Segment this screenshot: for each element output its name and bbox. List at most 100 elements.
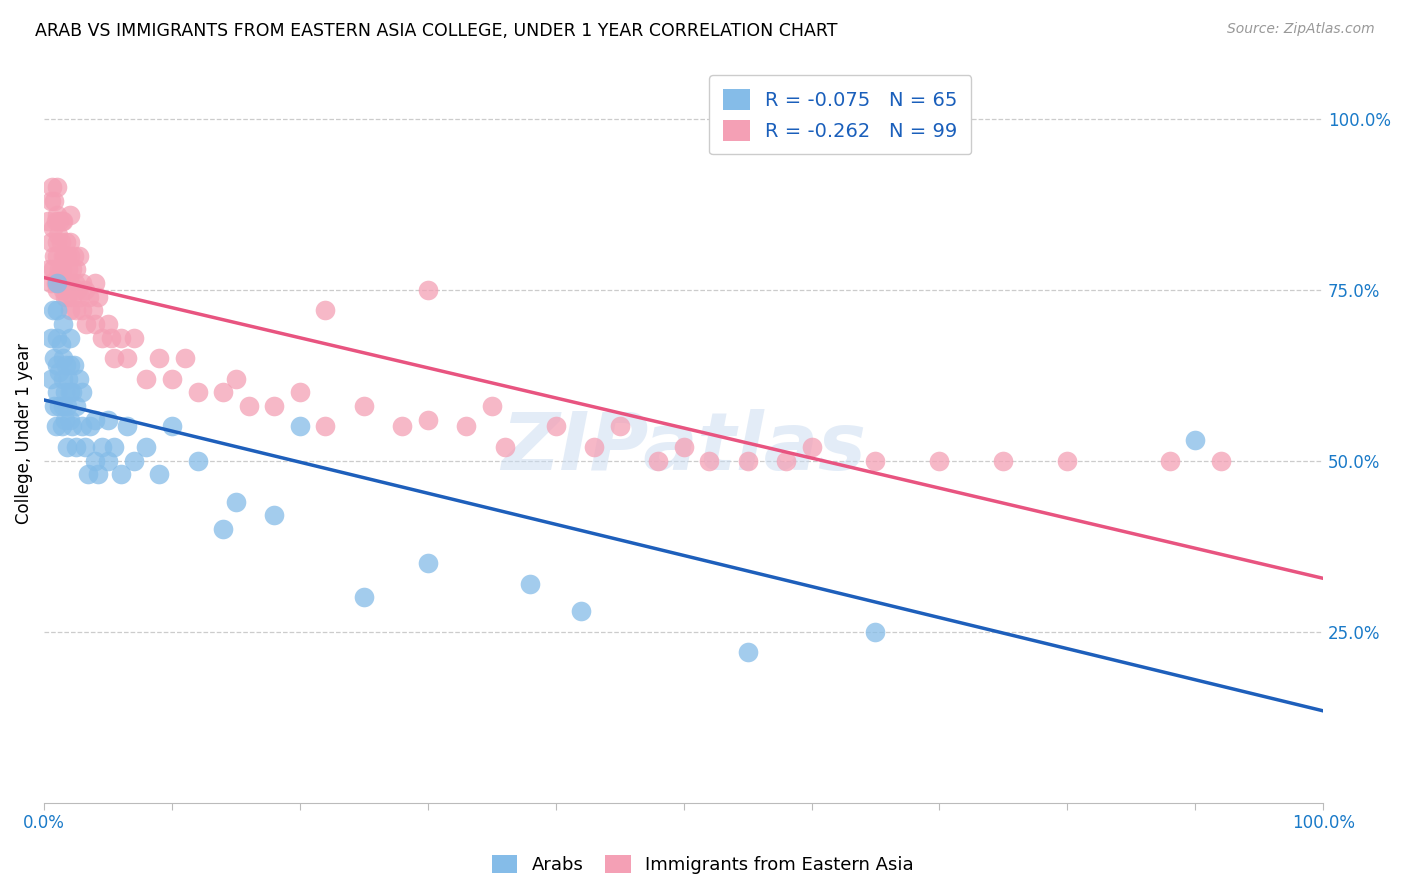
Point <box>212 385 235 400</box>
Point <box>59 235 82 249</box>
Point <box>82 303 104 318</box>
Point <box>737 453 759 467</box>
Point <box>59 248 82 262</box>
Point <box>53 385 76 400</box>
Point <box>45 276 67 290</box>
Point <box>39 371 62 385</box>
Point <box>56 440 79 454</box>
Point <box>865 453 887 467</box>
Text: ZIPatlas: ZIPatlas <box>501 409 866 487</box>
Point <box>52 248 75 262</box>
Point <box>53 289 76 303</box>
Point <box>52 317 75 331</box>
Point <box>173 351 195 365</box>
Point <box>1056 453 1078 467</box>
Point <box>72 385 94 400</box>
Point <box>416 556 439 570</box>
Point <box>110 330 132 344</box>
Point <box>45 180 67 194</box>
Point <box>103 440 125 454</box>
Point <box>58 262 80 277</box>
Point <box>45 207 67 221</box>
Legend: Arabs, Immigrants from Eastern Asia: Arabs, Immigrants from Eastern Asia <box>484 846 922 883</box>
Point <box>59 303 82 318</box>
Point <box>59 330 82 344</box>
Point <box>87 467 110 482</box>
Point <box>45 358 67 372</box>
Point <box>865 624 887 639</box>
Point <box>569 604 592 618</box>
Point <box>315 303 337 318</box>
Point <box>56 399 79 413</box>
Point <box>45 283 67 297</box>
Point <box>60 385 83 400</box>
Point <box>48 214 70 228</box>
Point <box>52 214 75 228</box>
Point <box>38 262 60 277</box>
Point <box>67 248 90 262</box>
Point <box>52 283 75 297</box>
Point <box>84 276 107 290</box>
Point <box>60 289 83 303</box>
Point <box>73 283 96 297</box>
Point <box>97 453 120 467</box>
Point <box>288 385 311 400</box>
Point <box>135 440 157 454</box>
Point <box>391 419 413 434</box>
Point <box>315 419 337 434</box>
Point <box>66 283 89 297</box>
Point <box>1209 453 1232 467</box>
Point <box>69 289 91 303</box>
Point <box>122 453 145 467</box>
Point <box>90 330 112 344</box>
Point <box>416 283 439 297</box>
Point <box>87 289 110 303</box>
Point <box>77 289 100 303</box>
Point <box>45 419 67 434</box>
Point <box>353 591 375 605</box>
Point <box>45 214 67 228</box>
Point <box>225 371 247 385</box>
Point <box>90 440 112 454</box>
Point <box>56 289 79 303</box>
Point <box>48 365 70 379</box>
Point <box>72 276 94 290</box>
Point <box>39 235 62 249</box>
Point <box>481 399 503 413</box>
Point <box>45 248 67 262</box>
Point <box>160 371 183 385</box>
Point <box>110 467 132 482</box>
Point <box>148 351 170 365</box>
Point <box>288 419 311 434</box>
Point <box>53 248 76 262</box>
Point <box>48 399 70 413</box>
Point <box>51 214 73 228</box>
Point <box>65 303 87 318</box>
Point <box>42 221 65 235</box>
Point <box>39 330 62 344</box>
Point <box>122 330 145 344</box>
Point <box>51 419 73 434</box>
Point <box>135 371 157 385</box>
Point <box>63 276 86 290</box>
Point <box>76 467 98 482</box>
Point <box>117 351 139 365</box>
Point <box>48 262 70 277</box>
Point <box>45 235 67 249</box>
Point <box>494 440 516 454</box>
Point <box>65 262 87 277</box>
Point <box>519 576 541 591</box>
Point <box>42 303 65 318</box>
Point <box>60 262 83 277</box>
Point <box>1159 453 1181 467</box>
Point <box>84 317 107 331</box>
Point <box>60 419 83 434</box>
Point <box>59 358 82 372</box>
Point <box>148 467 170 482</box>
Point <box>44 399 66 413</box>
Point <box>737 645 759 659</box>
Text: ARAB VS IMMIGRANTS FROM EASTERN ASIA COLLEGE, UNDER 1 YEAR CORRELATION CHART: ARAB VS IMMIGRANTS FROM EASTERN ASIA COL… <box>35 22 838 40</box>
Point <box>103 351 125 365</box>
Point <box>993 453 1015 467</box>
Point <box>583 440 606 454</box>
